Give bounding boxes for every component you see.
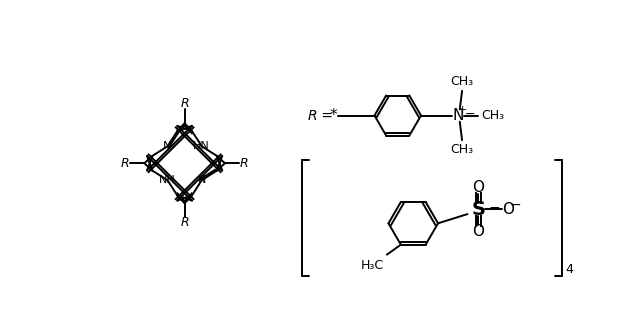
Text: CH₃: CH₃	[451, 143, 474, 156]
Text: NH: NH	[159, 175, 176, 185]
Text: −: −	[465, 108, 476, 120]
Text: HN: HN	[193, 141, 210, 151]
Text: CH₃: CH₃	[481, 109, 504, 122]
Text: R: R	[120, 157, 129, 170]
Text: =: =	[317, 108, 337, 123]
Text: CH₃: CH₃	[451, 75, 474, 88]
Text: N: N	[163, 141, 172, 151]
Text: O: O	[502, 202, 514, 217]
Text: H₃C: H₃C	[361, 259, 384, 272]
Text: +: +	[458, 105, 468, 115]
Text: S: S	[471, 200, 485, 219]
Text: O: O	[472, 180, 484, 195]
Text: O: O	[472, 223, 484, 239]
Text: R: R	[308, 108, 317, 123]
Text: −: −	[509, 198, 522, 212]
Text: R: R	[240, 157, 248, 170]
Text: −: −	[488, 201, 500, 215]
Text: *: *	[330, 108, 337, 123]
Text: 4: 4	[565, 263, 573, 276]
Text: R: R	[180, 216, 189, 229]
Text: R: R	[180, 98, 189, 110]
Text: N: N	[452, 108, 464, 123]
Text: N: N	[198, 175, 206, 185]
